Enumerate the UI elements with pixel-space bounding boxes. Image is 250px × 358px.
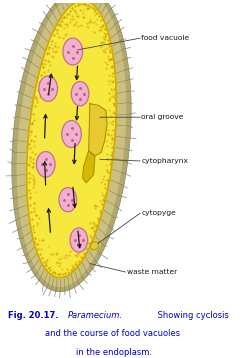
Circle shape (36, 151, 55, 177)
Polygon shape (90, 242, 98, 250)
Text: and the course of food vacuoles: and the course of food vacuoles (44, 329, 179, 338)
Text: waste matter: waste matter (126, 269, 176, 275)
Text: Fig. 20.17.: Fig. 20.17. (8, 311, 58, 320)
Ellipse shape (16, 0, 126, 287)
Ellipse shape (26, 0, 116, 278)
Circle shape (59, 188, 76, 212)
Circle shape (71, 82, 88, 106)
Ellipse shape (12, 0, 131, 292)
Text: cytopharynx: cytopharynx (141, 158, 188, 164)
Text: cytopyge: cytopyge (141, 210, 176, 216)
Text: Showing cyclosis: Showing cyclosis (154, 311, 228, 320)
Circle shape (39, 76, 57, 101)
Text: food vacuole: food vacuole (141, 35, 189, 41)
Polygon shape (82, 151, 94, 183)
Text: Paramecium.: Paramecium. (68, 311, 122, 320)
Circle shape (70, 228, 87, 252)
Text: oral groove: oral groove (141, 114, 183, 120)
Circle shape (63, 38, 82, 65)
Polygon shape (88, 104, 107, 156)
Circle shape (62, 121, 81, 147)
Text: in the endoplasm.: in the endoplasm. (76, 348, 152, 357)
